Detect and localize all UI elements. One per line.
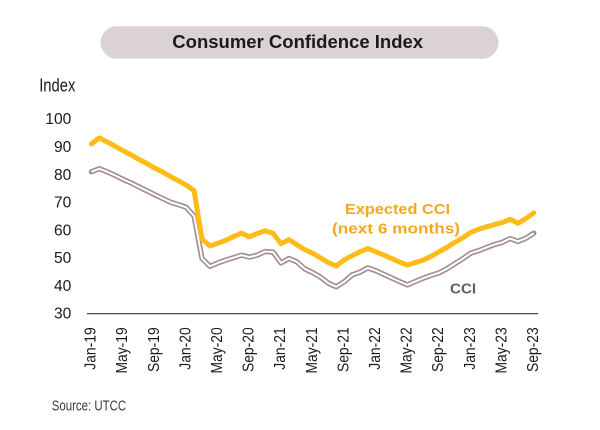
svg-text:30: 30 bbox=[54, 306, 72, 323]
svg-text:90: 90 bbox=[54, 139, 72, 156]
svg-text:Sep-22: Sep-22 bbox=[431, 327, 448, 372]
svg-text:Jan-22: Jan-22 bbox=[367, 327, 384, 369]
svg-text:Jan-23: Jan-23 bbox=[462, 327, 479, 369]
svg-text:May-22: May-22 bbox=[399, 327, 416, 373]
svg-text:May-21: May-21 bbox=[304, 327, 321, 373]
svg-text:Index: Index bbox=[39, 75, 76, 96]
svg-text:May-23: May-23 bbox=[494, 327, 511, 373]
svg-text:Sep-19: Sep-19 bbox=[146, 327, 163, 372]
svg-text:70: 70 bbox=[54, 195, 72, 212]
svg-text:80: 80 bbox=[54, 167, 72, 184]
svg-text:100: 100 bbox=[45, 111, 71, 128]
svg-text:Source: UTCC: Source: UTCC bbox=[52, 397, 127, 414]
svg-text:CCI: CCI bbox=[450, 280, 476, 297]
svg-text:Expected CCI: Expected CCI bbox=[345, 202, 450, 218]
svg-text:(next 6 months): (next 6 months) bbox=[332, 221, 460, 237]
svg-text:40: 40 bbox=[54, 278, 72, 295]
svg-text:Sep-23: Sep-23 bbox=[525, 327, 542, 372]
svg-text:Consumer Confidence Index: Consumer Confidence Index bbox=[172, 31, 424, 52]
svg-text:Jan-19: Jan-19 bbox=[83, 327, 100, 369]
svg-text:May-19: May-19 bbox=[115, 327, 132, 373]
svg-text:Sep-20: Sep-20 bbox=[241, 327, 258, 372]
svg-text:60: 60 bbox=[54, 222, 72, 239]
svg-text:50: 50 bbox=[54, 250, 72, 267]
svg-text:Sep-21: Sep-21 bbox=[336, 327, 353, 372]
svg-text:Jan-20: Jan-20 bbox=[178, 327, 195, 369]
svg-text:Jan-21: Jan-21 bbox=[273, 327, 290, 369]
svg-text:May-20: May-20 bbox=[209, 327, 226, 373]
